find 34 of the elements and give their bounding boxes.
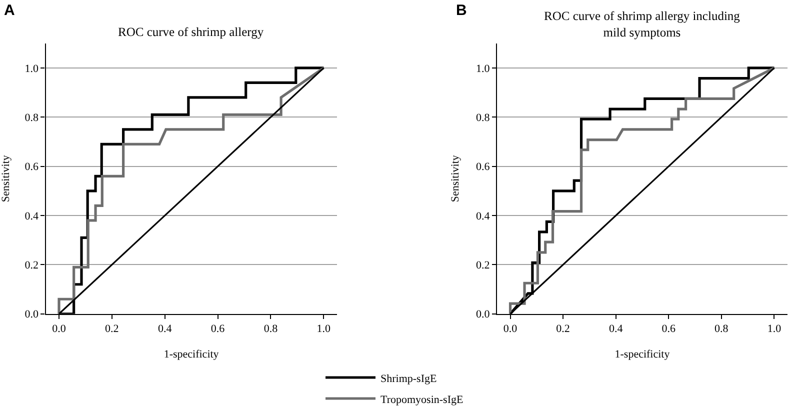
y-tick-label: 0.4 <box>476 210 490 222</box>
y-axis-title: Sensitivity <box>450 154 462 202</box>
x-tick-label: 0.2 <box>105 323 119 336</box>
x-tick-label: 0.8 <box>264 323 278 336</box>
x-tick-label: 0.6 <box>662 323 676 336</box>
y-tick-label: 0.0 <box>24 308 39 321</box>
x-tick-label: 1.0 <box>316 323 332 336</box>
y-tick-label: 1.0 <box>476 62 490 75</box>
y-tick-label: 0.2 <box>24 260 38 272</box>
legend-label: Shrimp-sIgE <box>380 372 437 385</box>
x-axis-title: 1-specificity <box>164 348 220 360</box>
chart-title: ROC curve of shrimp allergy <box>118 25 264 39</box>
y-tick-label: 1.0 <box>24 62 39 75</box>
y-tick-label: 0.4 <box>24 210 39 222</box>
x-tick-label: 0.4 <box>158 323 172 336</box>
x-tick-label: 0.0 <box>52 323 66 336</box>
chart-title: ROC curve of shrimp allergy including mild symptoms <box>544 9 741 40</box>
x-tick-label: 1.0 <box>767 323 782 336</box>
y-tick-label: 0.6 <box>24 161 39 174</box>
x-axis-title: 1-specificity <box>614 348 670 360</box>
y-axis-title: Sensitivity <box>0 154 12 202</box>
x-tick-label: 0.2 <box>556 323 570 336</box>
x-tick-label: 0.6 <box>210 323 226 336</box>
x-tick-label: 0.0 <box>503 323 518 336</box>
text: A <box>4 2 15 19</box>
text: B <box>456 2 467 19</box>
y-tick-label: 0.2 <box>476 260 490 272</box>
x-tick-label: 0.4 <box>608 323 624 336</box>
y-tick-label: 0.8 <box>476 112 490 124</box>
y-tick-label: 0.6 <box>476 161 490 174</box>
x-tick-label: 0.8 <box>714 323 729 336</box>
legend-label: Tropomyosin-sIgE <box>380 394 464 406</box>
y-tick-label: 0.8 <box>24 112 39 124</box>
y-tick-label: 0.0 <box>476 308 490 321</box>
